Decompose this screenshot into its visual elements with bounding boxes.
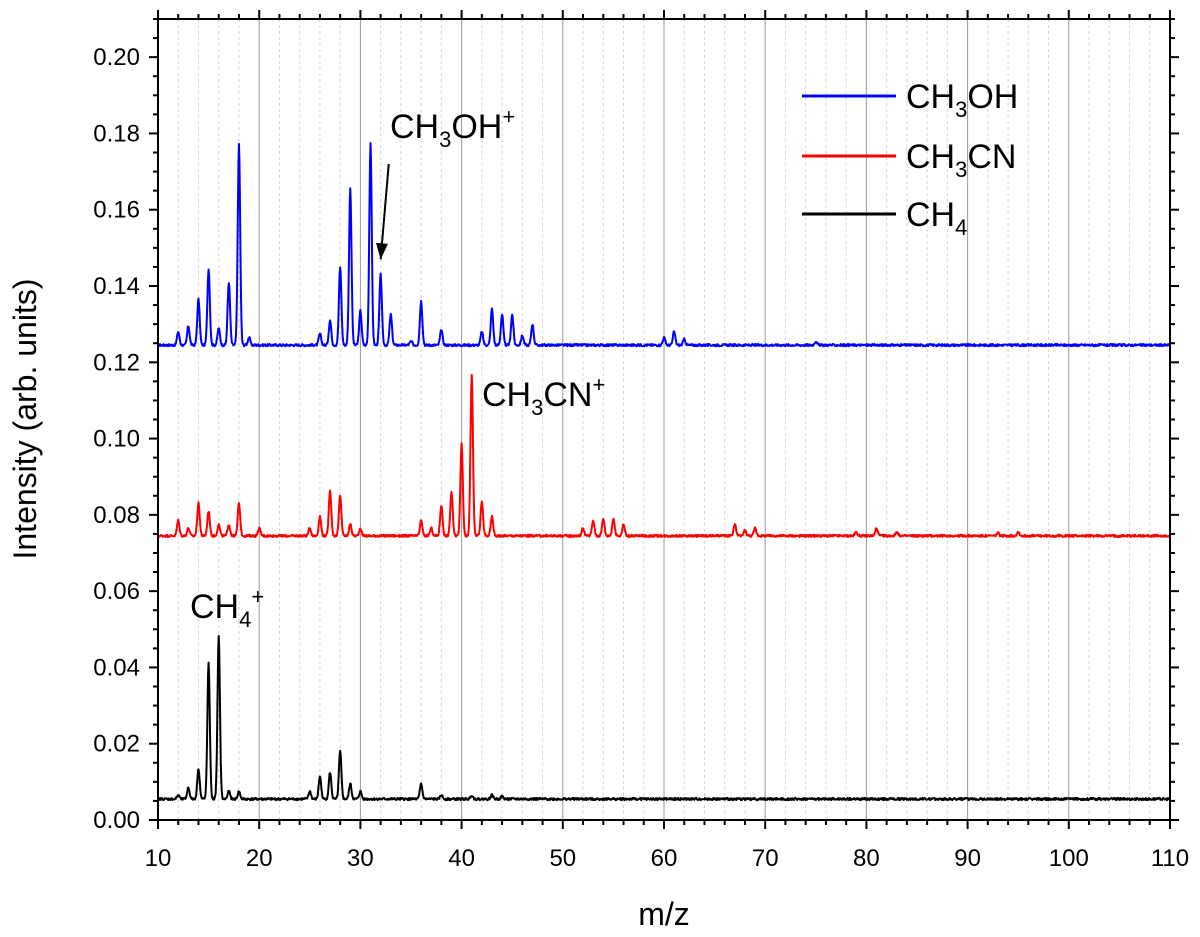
y-tick-label: 0.14: [93, 273, 140, 300]
x-tick-label: 100: [1049, 845, 1089, 872]
x-tick-label: 110: [1151, 845, 1189, 872]
arrow-head: [376, 242, 388, 260]
legend-label-ch4: CH4: [906, 196, 967, 240]
y-tick-label: 0.12: [93, 349, 140, 376]
y-tick-label: 0.08: [93, 502, 140, 529]
x-tick-label: 20: [246, 845, 273, 872]
x-axis-title: m/z: [638, 896, 690, 932]
gridlines: [177, 19, 1151, 820]
legend-label-ch3oh: CH3OH: [906, 78, 1018, 122]
series-line: [157, 634, 1171, 802]
y-axis-title: Intensity (arb. units): [7, 279, 43, 560]
series-lines: [157, 142, 1171, 802]
x-tick-label: 90: [954, 845, 981, 872]
y-tick-label: 0.16: [93, 197, 140, 224]
x-tick-label: 70: [752, 845, 779, 872]
annotation-ch3cn-ion: CH3CN+: [482, 372, 605, 420]
legend: CH3OH CH3CN CH4: [802, 78, 1018, 240]
annotation-ch4-ion: CH4+: [190, 584, 264, 632]
x-tick-label: 40: [448, 845, 475, 872]
y-tick-label: 0.18: [93, 120, 140, 147]
legend-label-ch3cn: CH3CN: [906, 138, 1016, 182]
annotation-ch3oh-ion: CH3OH+: [390, 104, 515, 152]
tick-labels: 10 20 30 40 50 60 70 80 90 100 110 0.00 0.02 0.04 0.06…: [93, 44, 1189, 872]
x-tick-label: 10: [145, 845, 172, 872]
y-tick-label: 0.10: [93, 426, 140, 453]
x-tick-label: 30: [347, 845, 374, 872]
series-line: [157, 142, 1171, 348]
x-tick-label: 60: [651, 845, 678, 872]
y-tick-label: 0.20: [93, 44, 140, 71]
y-tick-label: 0.06: [93, 578, 140, 605]
x-tick-label: 50: [549, 845, 576, 872]
annotation-arrow: [376, 163, 390, 260]
y-tick-label: 0.00: [93, 807, 140, 834]
axis-ticks: [149, 10, 1179, 829]
x-tick-label: 80: [853, 845, 880, 872]
y-tick-label: 0.04: [93, 654, 140, 681]
y-tick-label: 0.02: [93, 731, 140, 758]
series-line: [157, 373, 1171, 538]
